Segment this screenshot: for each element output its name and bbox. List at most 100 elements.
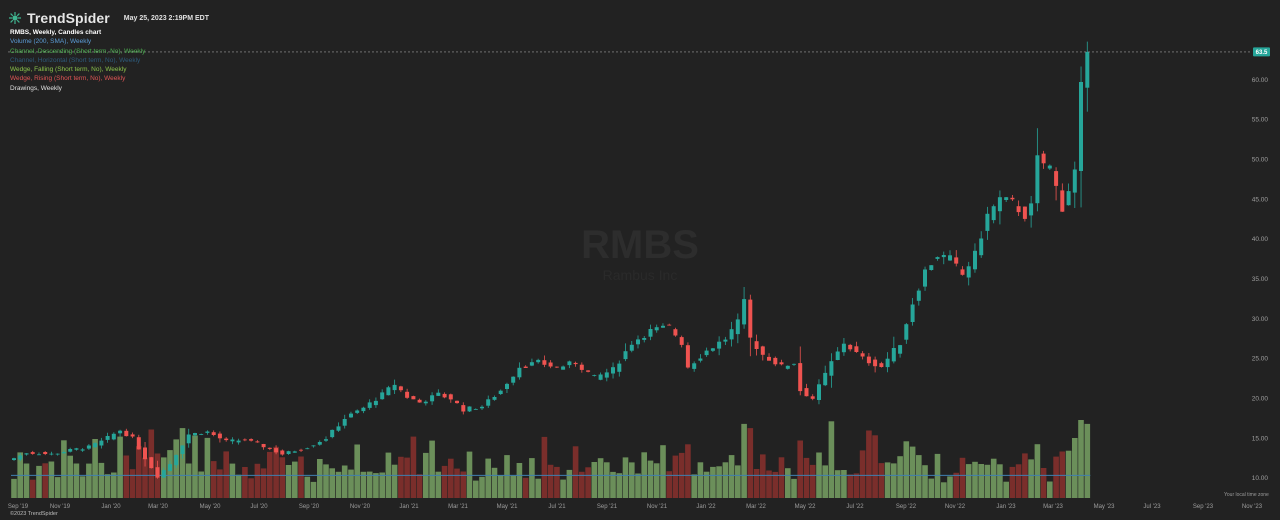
volume-bar [547, 464, 554, 498]
candle-body [43, 452, 48, 454]
x-tick-label: Sep '19 [8, 504, 29, 510]
legend-item-wedge-rising[interactable]: Wedge, Rising (Short term, No), Weekly [10, 75, 126, 83]
candle [30, 450, 35, 455]
candle-body [648, 329, 653, 337]
candle-body [467, 406, 472, 412]
volume-bar [922, 465, 928, 498]
volume-bar [142, 457, 148, 498]
volume-bar [691, 474, 697, 498]
volume-bar [728, 455, 735, 498]
candle [317, 440, 322, 446]
candle [723, 336, 728, 345]
candle [554, 366, 559, 368]
volume-bar [916, 455, 922, 498]
candle [1054, 167, 1059, 201]
candle-body [860, 353, 865, 357]
volume-bar [304, 476, 311, 498]
legend-item-wedge-falling[interactable]: Wedge, Falling (Short term, No), Weekly [10, 66, 127, 74]
legend-item-symbol[interactable]: RMBS, Weekly, Candles chart [10, 29, 102, 36]
candle-body [286, 451, 291, 454]
candle-body [923, 269, 927, 287]
candle-body [636, 339, 640, 345]
volume-bar [460, 471, 467, 498]
candle-body [367, 402, 372, 408]
candle-body [49, 453, 54, 455]
candle-body [536, 359, 541, 363]
volume-bar [379, 472, 385, 498]
brand-logo[interactable]: TrendSpider [8, 10, 110, 26]
x-tick-label: Mar '22 [746, 504, 766, 510]
candle-body [548, 362, 553, 367]
legend-item-drawings[interactable]: Drawings, Weekly [10, 84, 62, 92]
volume-bar [1034, 444, 1041, 498]
volume-bar [335, 471, 342, 498]
legend-item-channel-horizontal[interactable]: Channel, Horizontal (Short term, No), We… [10, 56, 141, 64]
candle [742, 287, 747, 329]
volume-bar [360, 471, 367, 498]
volume-bar [61, 440, 67, 498]
candle [1079, 66, 1083, 208]
volume-bar [260, 468, 267, 498]
candle-body [161, 470, 166, 478]
volume-bar [990, 458, 997, 498]
candle-body [1060, 190, 1065, 212]
volume-bar [479, 476, 485, 498]
candle-body [910, 304, 915, 322]
volume-bar [878, 463, 885, 498]
volume-bar [809, 464, 816, 498]
volume-bar [404, 457, 410, 498]
candle-body [111, 433, 116, 440]
volume-bar [866, 430, 872, 498]
candle [261, 443, 266, 450]
candle [199, 433, 204, 436]
timezone-label[interactable]: Your local time zone [1224, 492, 1269, 498]
candle-body [735, 319, 740, 335]
volume-bar [897, 456, 903, 498]
legend-item-channel-descending[interactable]: Channel, Descending (Short term, No), We… [10, 47, 146, 55]
candle-body [18, 455, 23, 460]
volume-bar [953, 472, 959, 498]
candle [86, 444, 91, 450]
x-tick-label: Mar '20 [148, 504, 168, 510]
candle-body [130, 434, 135, 437]
volume-bar [466, 451, 473, 498]
volume-bar [629, 462, 635, 498]
candle [617, 360, 622, 377]
candle-body [567, 361, 572, 366]
candle-body [255, 441, 260, 443]
candle-body [704, 350, 709, 356]
volume-bar [448, 458, 454, 498]
volume-bar [198, 471, 204, 498]
candle-body [37, 454, 41, 456]
candle-body [61, 452, 66, 454]
candle [692, 361, 697, 372]
volume-bar [416, 474, 423, 498]
candle-body [1054, 171, 1059, 186]
volume-bar [647, 460, 654, 498]
candle-body [280, 450, 285, 455]
volume-bar [610, 471, 616, 498]
y-tick-label: 25.00 [1252, 356, 1269, 363]
legend-item-volume[interactable]: Volume (200, SMA), Weekly [10, 38, 92, 46]
header: TrendSpider May 25, 2023 2:19PM EDT [8, 8, 209, 28]
candle [929, 265, 934, 271]
volume-bar [660, 445, 666, 498]
candle-body [1047, 165, 1052, 169]
volume-bar [853, 473, 860, 498]
volume-bar [1072, 438, 1078, 498]
x-tick-label: Sep '21 [597, 504, 618, 510]
candle [180, 445, 185, 459]
candle [68, 447, 73, 453]
x-tick-label: Sep '20 [299, 504, 320, 510]
candle [1060, 183, 1065, 212]
candle [916, 288, 921, 306]
y-tick-label: 20.00 [1252, 395, 1269, 402]
candle [486, 395, 491, 408]
candle-body [511, 376, 516, 383]
x-axis: Sep '19 Nov '19 Jan '20 Mar '20 May '20 Jul '… [8, 504, 1263, 510]
candle-body [249, 439, 254, 441]
candle [598, 372, 603, 381]
candle [685, 342, 690, 369]
candle-body [505, 383, 509, 389]
